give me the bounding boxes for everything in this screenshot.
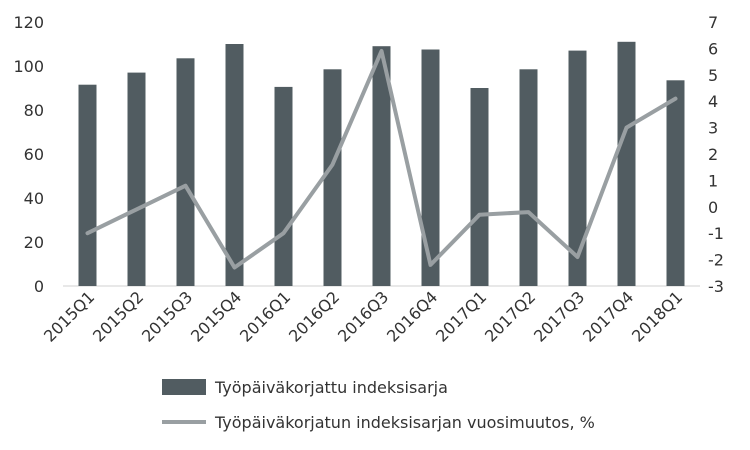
bar [225,44,244,286]
y-right-tick-label: 5 [708,66,718,85]
bar [421,49,440,286]
series-line [85,49,678,270]
x-tick-label: 2016Q3 [334,287,392,345]
y-left-tick-label: 80 [24,101,44,120]
y-right-tick-label: 1 [708,171,718,190]
y-right-tick-label: 7 [708,13,718,32]
y-right-tick-label: 2 [708,145,718,164]
x-tick-label: 2015Q4 [187,287,245,345]
legend-bar-swatch [162,379,206,395]
y-left-tick-label: 20 [24,233,44,252]
x-tick-label: 2018Q1 [628,287,686,345]
legend-bar-label: Työpäiväkorjattu indeksisarja [214,378,448,397]
bar [519,69,538,286]
y-left-tick-labels: 0 20 40 60 80 100 120 [13,13,44,296]
bar [78,84,97,286]
bar [568,50,587,286]
bar [666,80,685,286]
x-tick-labels: 2015Q12015Q22015Q32015Q42016Q12016Q22016… [40,287,686,345]
y-left-tick-label: 100 [13,57,44,76]
bar [274,86,293,287]
bar [323,69,342,286]
bar [617,41,636,286]
x-tick-label: 2017Q2 [481,287,539,345]
y-right-tick-label: 4 [708,92,718,111]
y-right-tick-label: 6 [708,39,718,58]
y-right-tick-label: 3 [708,119,718,138]
x-tick-label: 2016Q2 [285,287,343,345]
x-tick-label: 2015Q1 [40,287,98,345]
x-tick-label: 2017Q1 [432,287,490,345]
y-right-tick-label: -1 [708,224,724,243]
x-tick-label: 2016Q1 [236,287,294,345]
x-tick-label: 2017Q4 [579,287,637,345]
x-tick-label: 2017Q3 [530,287,588,345]
legend-item-line: Työpäiväkorjatun indeksisarjan vuosimuut… [162,413,595,432]
line-series [85,49,678,270]
bar [470,88,489,286]
y-right-tick-label: 0 [708,198,718,217]
bar [127,72,146,286]
y-right-tick-label: -2 [708,251,724,270]
x-tick-label: 2015Q2 [89,287,147,345]
y-left-tick-label: 120 [13,13,44,32]
legend-line-label: Työpäiväkorjatun indeksisarjan vuosimuut… [214,413,595,432]
bar-series [78,41,685,287]
bar [176,58,195,286]
y-right-tick-label: -3 [708,277,724,296]
x-tick-label: 2015Q3 [138,287,196,345]
legend: Työpäiväkorjattu indeksisarja Työpäiväko… [162,378,595,432]
y-left-tick-label: 60 [24,145,44,164]
y-left-tick-label: 0 [34,277,44,296]
bar [372,46,391,287]
x-tick-label: 2016Q4 [383,287,441,345]
y-left-tick-label: 40 [24,189,44,208]
legend-item-bars: Työpäiväkorjattu indeksisarja [162,378,448,397]
y-right-tick-labels: -3 -2 -1 0 1 2 3 4 5 6 7 [708,13,724,296]
